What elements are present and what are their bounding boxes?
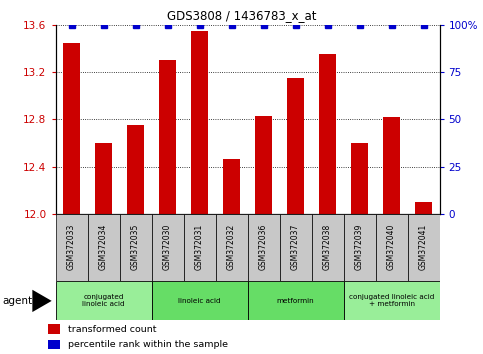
Bar bbox=[280, 214, 312, 281]
Text: GSM372033: GSM372033 bbox=[67, 223, 76, 270]
Bar bbox=[56, 281, 152, 320]
Text: metformin: metformin bbox=[277, 298, 314, 304]
Text: GSM372041: GSM372041 bbox=[419, 223, 428, 270]
Bar bbox=[56, 214, 87, 281]
Text: GSM372031: GSM372031 bbox=[195, 223, 204, 270]
Bar bbox=[152, 214, 184, 281]
Text: GSM372040: GSM372040 bbox=[387, 223, 396, 270]
Text: agent: agent bbox=[2, 296, 32, 306]
Bar bbox=[95, 143, 113, 214]
Bar bbox=[383, 117, 400, 214]
Bar bbox=[191, 31, 208, 214]
Text: GSM372036: GSM372036 bbox=[259, 223, 268, 270]
Bar bbox=[223, 159, 241, 214]
Text: transformed count: transformed count bbox=[68, 325, 156, 333]
Text: linoleic acid: linoleic acid bbox=[178, 298, 221, 304]
Bar bbox=[343, 214, 376, 281]
Bar bbox=[120, 214, 152, 281]
Text: GSM372030: GSM372030 bbox=[163, 223, 172, 270]
Bar bbox=[376, 214, 408, 281]
Text: GSM372037: GSM372037 bbox=[291, 223, 300, 270]
Text: conjugated linoleic acid
+ metformin: conjugated linoleic acid + metformin bbox=[349, 295, 434, 307]
Bar bbox=[343, 281, 440, 320]
Text: GSM372035: GSM372035 bbox=[131, 223, 140, 270]
Text: percentile rank within the sample: percentile rank within the sample bbox=[68, 340, 227, 349]
Polygon shape bbox=[32, 290, 52, 312]
Bar bbox=[312, 214, 343, 281]
Bar bbox=[48, 339, 60, 349]
Bar bbox=[159, 60, 176, 214]
Bar bbox=[63, 42, 80, 214]
Text: GDS3808 / 1436783_x_at: GDS3808 / 1436783_x_at bbox=[167, 9, 316, 22]
Text: GSM372034: GSM372034 bbox=[99, 223, 108, 270]
Bar bbox=[351, 143, 369, 214]
Bar bbox=[127, 125, 144, 214]
Bar bbox=[287, 78, 304, 214]
Text: GSM372032: GSM372032 bbox=[227, 223, 236, 270]
Bar bbox=[415, 202, 432, 214]
Bar bbox=[255, 116, 272, 214]
Bar bbox=[248, 281, 343, 320]
Text: GSM372038: GSM372038 bbox=[323, 223, 332, 270]
Bar bbox=[184, 214, 215, 281]
Bar bbox=[408, 214, 440, 281]
Bar bbox=[48, 324, 60, 334]
Bar bbox=[319, 55, 336, 214]
Bar bbox=[87, 214, 120, 281]
Bar bbox=[152, 281, 248, 320]
Text: conjugated
linoleic acid: conjugated linoleic acid bbox=[82, 295, 125, 307]
Bar bbox=[215, 214, 248, 281]
Text: GSM372039: GSM372039 bbox=[355, 223, 364, 270]
Bar bbox=[248, 214, 280, 281]
